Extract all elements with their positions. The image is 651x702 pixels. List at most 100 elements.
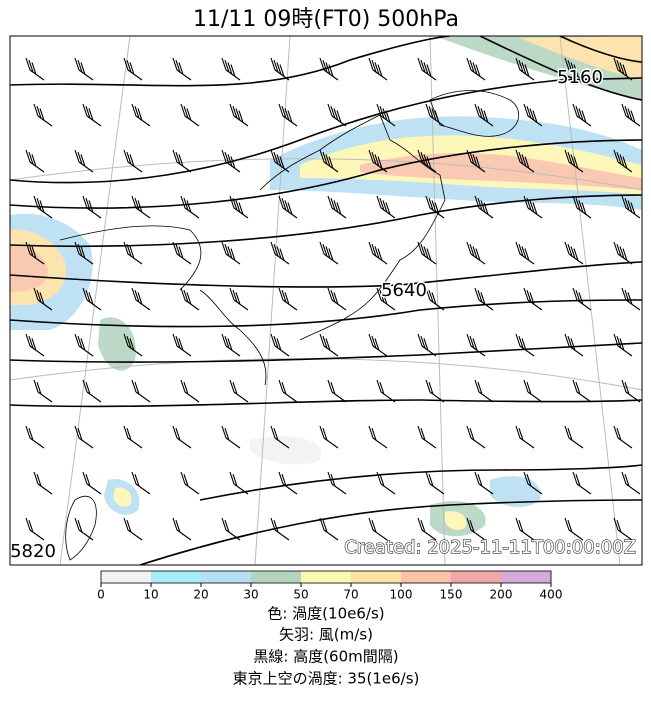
wind-barb bbox=[25, 517, 45, 541]
colorbar-tick-label: 20 bbox=[193, 588, 208, 602]
colorbar-tick-label: 50 bbox=[293, 588, 308, 602]
colorbar: 0 10 20 30 50 70 100 150 200 400 bbox=[97, 570, 562, 602]
wind-barb bbox=[425, 103, 445, 127]
wind-barb bbox=[172, 57, 192, 81]
wind-barb bbox=[564, 149, 584, 173]
wind-barb bbox=[621, 103, 641, 127]
wind-barb bbox=[25, 57, 45, 81]
wind-barb bbox=[319, 57, 339, 81]
wind-barb bbox=[572, 195, 592, 219]
wind-barb bbox=[474, 287, 494, 311]
wind-barb bbox=[319, 425, 339, 449]
wind-barb bbox=[82, 195, 102, 219]
wind-barb bbox=[319, 333, 339, 357]
wind-barb bbox=[564, 57, 584, 81]
colorbar-tick-label: 200 bbox=[490, 588, 513, 602]
colorbar-tick-label: 0 bbox=[97, 588, 105, 602]
vorticity-shading bbox=[10, 36, 642, 537]
wind-barb bbox=[172, 333, 192, 357]
wind-barb bbox=[572, 103, 592, 127]
wind-barb bbox=[621, 471, 641, 495]
colorbar-tick-label: 70 bbox=[343, 588, 358, 602]
wind-barb bbox=[474, 471, 494, 495]
wind-barb bbox=[221, 517, 241, 541]
wind-barb bbox=[572, 379, 592, 403]
wind-barb bbox=[425, 195, 445, 219]
wind-barb bbox=[613, 57, 633, 81]
wind-barb bbox=[25, 425, 45, 449]
colorbar-tick-label: 10 bbox=[143, 588, 158, 602]
wind-barb bbox=[368, 333, 388, 357]
wind-barb bbox=[180, 287, 200, 311]
wind-barb bbox=[613, 333, 633, 357]
wind-barb bbox=[172, 517, 192, 541]
wind-barb bbox=[466, 333, 486, 357]
wind-barb bbox=[123, 57, 143, 81]
wind-barb bbox=[523, 287, 543, 311]
wind-barb bbox=[278, 195, 298, 219]
colorbar-segment bbox=[351, 571, 402, 583]
wind-barb bbox=[572, 471, 592, 495]
wind-barb bbox=[131, 195, 151, 219]
wind-barb bbox=[564, 241, 584, 265]
wind-barb bbox=[474, 195, 494, 219]
wind-barb bbox=[270, 57, 290, 81]
map-background bbox=[10, 36, 642, 565]
wind-barb bbox=[425, 287, 445, 311]
wind-barb bbox=[621, 379, 641, 403]
wind-barb bbox=[417, 425, 437, 449]
wind-barb bbox=[368, 517, 388, 541]
wind-barb bbox=[131, 287, 151, 311]
contour-label: 5640 bbox=[381, 280, 427, 301]
wind-barb bbox=[621, 287, 641, 311]
colorbar-segment bbox=[401, 571, 452, 583]
wind-barb bbox=[123, 333, 143, 357]
wind-barb bbox=[613, 241, 633, 265]
wind-barb bbox=[123, 517, 143, 541]
wind-barb bbox=[221, 57, 241, 81]
wind-barb bbox=[515, 241, 535, 265]
map: 5160 5640 5820 Created: 2025-11-11T00:00… bbox=[10, 36, 642, 565]
wind-barb bbox=[33, 379, 53, 403]
wind-barb bbox=[466, 425, 486, 449]
wind-barb bbox=[466, 149, 486, 173]
wind-barb bbox=[417, 149, 437, 173]
wind-barb bbox=[131, 471, 151, 495]
wind-barb bbox=[376, 379, 396, 403]
colorbar-segment bbox=[451, 571, 502, 583]
wind-barb bbox=[270, 425, 290, 449]
wind-barb bbox=[523, 103, 543, 127]
wind-barb bbox=[270, 149, 290, 173]
colorbar-segment bbox=[301, 571, 352, 583]
wind-barb bbox=[229, 195, 249, 219]
wind-barb bbox=[33, 195, 53, 219]
wind-barb bbox=[25, 149, 45, 173]
wind-barb bbox=[221, 425, 241, 449]
wind-barb bbox=[229, 287, 249, 311]
wind-barb bbox=[82, 103, 102, 127]
wind-barb bbox=[327, 379, 347, 403]
wind-barb bbox=[25, 333, 45, 357]
colorbar-tick-label: 150 bbox=[440, 588, 463, 602]
wind-barb bbox=[172, 425, 192, 449]
contour-label: 5820 bbox=[10, 541, 56, 562]
wind-barb bbox=[376, 195, 396, 219]
wind-barb bbox=[33, 287, 53, 311]
graticule bbox=[10, 36, 642, 565]
wind-barb bbox=[74, 57, 94, 81]
wind-barb bbox=[368, 425, 388, 449]
wind-barb bbox=[523, 471, 543, 495]
wind-barb bbox=[123, 425, 143, 449]
wind-barb bbox=[368, 57, 388, 81]
wind-barb bbox=[172, 149, 192, 173]
wind-barb bbox=[515, 517, 535, 541]
wind-barb bbox=[74, 149, 94, 173]
wind-barb bbox=[417, 517, 437, 541]
wind-barb bbox=[278, 287, 298, 311]
colorbar-frame bbox=[100, 570, 552, 584]
wind-barb bbox=[515, 333, 535, 357]
wind-barb bbox=[613, 425, 633, 449]
wind-barb bbox=[229, 379, 249, 403]
wind-barb bbox=[270, 333, 290, 357]
